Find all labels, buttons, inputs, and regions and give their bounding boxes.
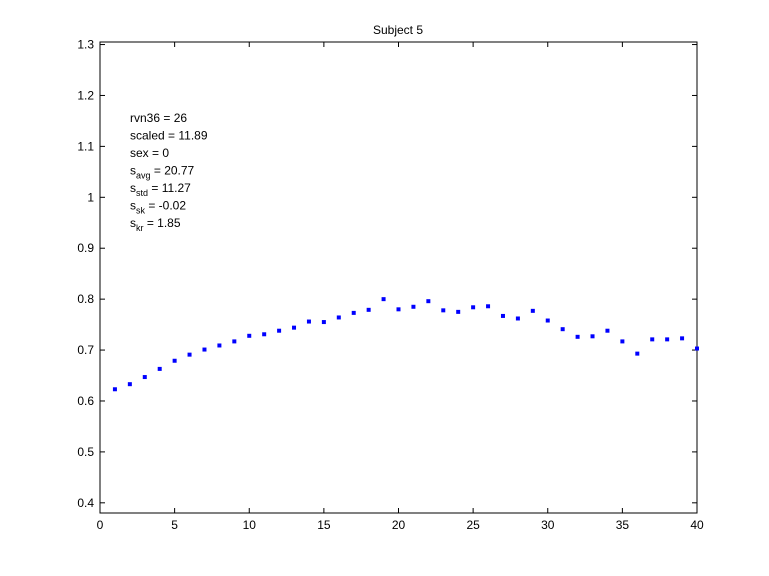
annotation-main: rvn36 = 26: [130, 111, 187, 125]
data-point: [560, 327, 565, 332]
plot-area: 0 5 10 15 20 25 30 35 40 0.4 0.5 0.6 0.7 0.8 0.9 1 1.1 1.…: [77, 38, 704, 532]
data-point: [217, 343, 222, 348]
data-point: [112, 387, 117, 392]
data-point: [336, 315, 341, 320]
annotation-line: scaled = 11.89: [130, 129, 208, 143]
data-point: [127, 382, 132, 387]
annotation-value: = -0.02: [145, 199, 186, 213]
data-point: [321, 320, 326, 325]
x-tick-label: 5: [171, 518, 178, 532]
x-tick-label: 30: [541, 518, 555, 532]
x-tick-label: 20: [392, 518, 406, 532]
data-point: [277, 328, 282, 333]
y-tick-label: 0.9: [77, 241, 94, 255]
data-point: [500, 313, 505, 318]
data-point: [247, 333, 252, 338]
data-point: [441, 308, 446, 313]
y-tick-label: 1.2: [77, 88, 94, 102]
x-tick-label: 15: [317, 518, 331, 532]
data-point: [142, 375, 147, 380]
annotation-subscript: std: [136, 188, 148, 198]
y-tick-label: 0.7: [77, 343, 94, 357]
data-point: [232, 339, 237, 344]
y-tick-label: 0.6: [77, 394, 94, 408]
annotation-value: = 1.85: [144, 216, 181, 230]
annotation-main: s: [130, 164, 136, 178]
annotation-main: s: [130, 181, 136, 195]
annotation-line: sstd = 11.27: [130, 181, 191, 198]
data-point: [172, 358, 177, 363]
annotation-main: s: [130, 199, 136, 213]
data-point: [366, 307, 371, 312]
annotation-value: = 20.77: [151, 164, 195, 178]
annotation-line: skr = 1.85: [130, 216, 181, 233]
annotation-line: savg = 20.77: [130, 164, 195, 181]
annotation-value: = 11.27: [148, 181, 191, 195]
annotation-line: sex = 0: [130, 146, 169, 160]
data-point: [545, 318, 550, 323]
data-point: [680, 336, 685, 341]
y-tick-label: 0.4: [77, 496, 94, 510]
y-tick-label: 1: [87, 190, 94, 204]
annotation-subscript: sk: [136, 206, 146, 216]
data-point: [575, 334, 580, 339]
data-point: [650, 337, 655, 342]
data-point: [590, 334, 595, 339]
chart-title: Subject 5: [373, 23, 423, 37]
x-tick-label: 35: [616, 518, 630, 532]
annotation-main: s: [130, 216, 136, 230]
data-point: [411, 304, 416, 309]
x-tick-label: 40: [690, 518, 704, 532]
data-point: [202, 347, 207, 352]
data-point: [292, 325, 297, 330]
data-point: [381, 297, 386, 302]
data-point: [620, 339, 625, 344]
data-point: [351, 310, 356, 315]
data-point: [471, 305, 476, 310]
data-point: [187, 352, 192, 357]
annotation-subscript: avg: [136, 171, 151, 181]
data-point: [486, 304, 491, 309]
annotation-line: ssk = -0.02: [130, 199, 186, 216]
data-point: [306, 319, 311, 324]
axes-box: [99, 41, 698, 514]
y-tick-label: 1.1: [77, 139, 94, 153]
data-point: [695, 346, 699, 351]
data-point: [157, 366, 162, 371]
data-point: [515, 316, 520, 321]
x-tick-label: 0: [97, 518, 104, 532]
data-point: [426, 299, 431, 304]
y-tick-label: 1.3: [77, 38, 94, 52]
data-point: [456, 309, 461, 314]
annotation-line: rvn36 = 26: [130, 111, 187, 125]
annotation-main: scaled = 11.89: [130, 129, 208, 143]
x-tick-label: 10: [243, 518, 257, 532]
y-tick-label: 0.8: [77, 292, 94, 306]
annotation-subscript: kr: [136, 223, 144, 233]
y-tick-label: 0.5: [77, 445, 94, 459]
data-point: [262, 332, 267, 337]
data-point: [396, 307, 401, 312]
x-tick-label: 25: [466, 518, 480, 532]
data-point: [635, 351, 640, 356]
data-point: [530, 308, 535, 313]
annotation-main: sex = 0: [130, 146, 169, 160]
data-point: [605, 328, 610, 333]
data-point: [665, 337, 670, 342]
